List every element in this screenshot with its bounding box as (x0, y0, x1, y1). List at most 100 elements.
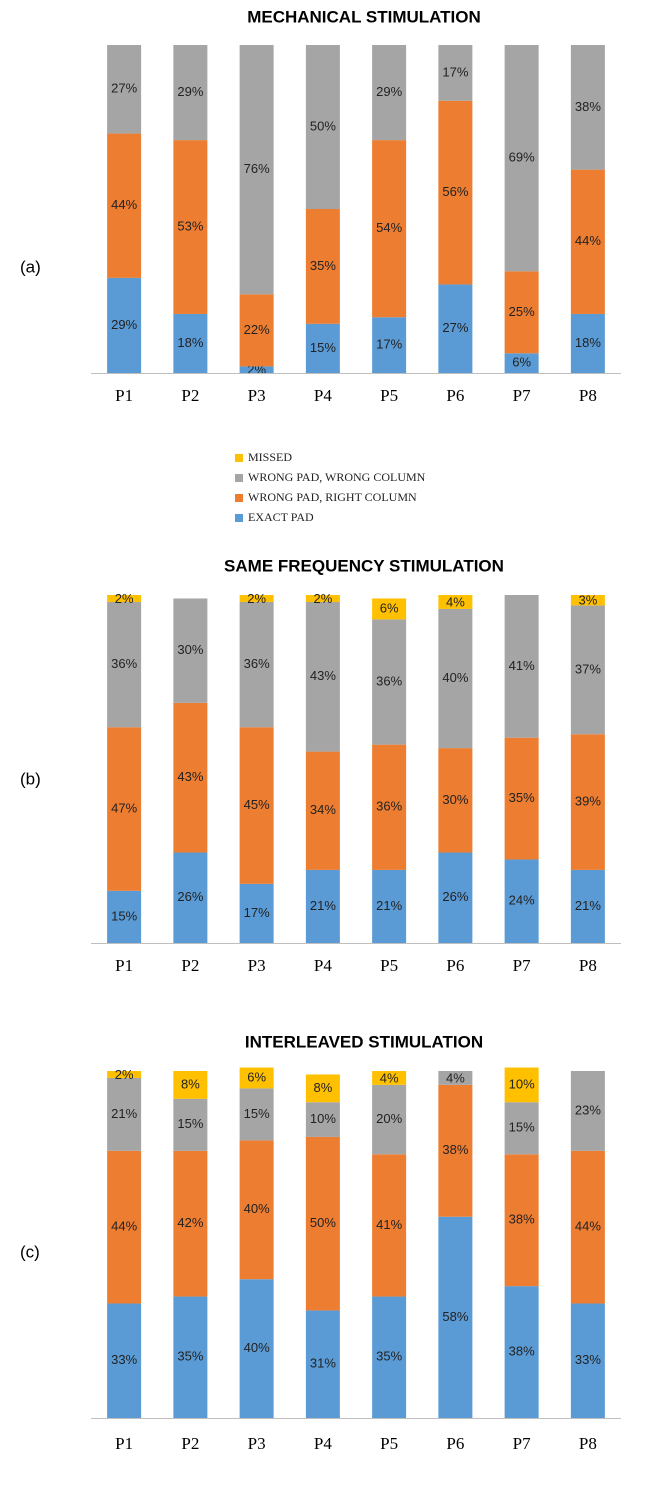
data-label: 8% (313, 1080, 332, 1095)
data-label: 22% (244, 322, 270, 337)
x-tick-label: P7 (513, 956, 531, 975)
bar-segment (570, 1150, 605, 1304)
bar-segment (570, 313, 605, 373)
data-label: 36% (376, 799, 402, 814)
data-label: 15% (310, 340, 336, 355)
data-label: 56% (442, 184, 468, 199)
data-label: 43% (310, 668, 336, 683)
data-label: 6% (247, 1069, 266, 1084)
bar-segment (504, 595, 539, 738)
legend-label: WRONG PAD, RIGHT COLUMN (248, 490, 417, 504)
data-label: 2% (115, 1067, 134, 1082)
x-tick-label: P5 (380, 1434, 398, 1453)
bar-segment (504, 859, 539, 943)
bar-segment (173, 1071, 208, 1099)
bar-segment (305, 595, 340, 602)
data-label: 54% (376, 220, 402, 235)
bar-segment (570, 605, 605, 735)
bar-segment (438, 852, 473, 943)
bar-segment (570, 595, 605, 606)
panel-label: (a) (20, 257, 41, 276)
bar-segment (173, 313, 208, 373)
chart-title: MECHANICAL STIMULATION (247, 7, 481, 26)
bar-segment (504, 1286, 539, 1418)
x-tick-label: P7 (513, 1434, 531, 1453)
x-tick-label: P6 (446, 386, 464, 405)
bar-segment (570, 869, 605, 943)
data-label: 38% (509, 1344, 535, 1359)
bar-segment (372, 140, 407, 318)
data-label: 40% (244, 1340, 270, 1355)
data-label: 25% (509, 304, 535, 319)
x-tick-label: P4 (314, 386, 332, 405)
bar-segment (570, 45, 605, 170)
x-tick-label: P2 (181, 1434, 199, 1453)
data-label: 8% (181, 1076, 200, 1091)
data-label: 38% (442, 1142, 468, 1157)
bar-segment (305, 869, 340, 943)
x-tick-label: P6 (446, 956, 464, 975)
bar-segment (504, 1154, 539, 1287)
data-label: 17% (244, 905, 270, 920)
x-tick-label: P4 (314, 1434, 332, 1453)
bar-segment (239, 883, 274, 943)
data-label: 40% (442, 670, 468, 685)
bar-segment (372, 1071, 407, 1085)
bar-segment (173, 140, 208, 314)
data-label: 29% (376, 84, 402, 99)
data-label: 4% (380, 1070, 399, 1085)
data-label: 2% (115, 591, 134, 606)
data-label: 24% (509, 893, 535, 908)
data-label: 21% (376, 898, 402, 913)
bar-segment (107, 890, 142, 943)
bar-segment (372, 45, 407, 141)
x-tick-label: P5 (380, 956, 398, 975)
data-label: 18% (177, 335, 203, 350)
data-label: 41% (509, 658, 535, 673)
legend-label: EXACT PAD (248, 510, 314, 524)
data-label: 41% (376, 1217, 402, 1232)
bar-segment (438, 1084, 473, 1217)
bar-segment (239, 1279, 274, 1418)
bar-segment (239, 366, 274, 373)
x-tick-label: P8 (579, 956, 597, 975)
data-label: 50% (310, 1215, 336, 1230)
data-label: 47% (111, 800, 137, 815)
data-label: 20% (376, 1111, 402, 1126)
bar-segment (305, 45, 340, 209)
panel-label: (c) (20, 1242, 40, 1261)
data-label: 15% (111, 908, 137, 923)
data-label: 21% (111, 1106, 137, 1121)
bar-segment (305, 1136, 340, 1311)
data-label: 2% (313, 591, 332, 606)
bar-segment (372, 1154, 407, 1297)
data-label: 2% (247, 591, 266, 606)
data-label: 15% (244, 1106, 270, 1121)
data-label: 35% (177, 1349, 203, 1364)
bar-segment (504, 737, 539, 860)
data-label: 31% (310, 1356, 336, 1371)
data-label: 43% (177, 769, 203, 784)
x-tick-label: P2 (181, 386, 199, 405)
bar-segment (372, 869, 407, 943)
bar-segment (438, 284, 473, 373)
data-label: 39% (575, 793, 601, 808)
data-label: 38% (575, 99, 601, 114)
legend-swatch (235, 494, 243, 502)
bar-segment (107, 1077, 142, 1151)
x-tick-label: P3 (248, 956, 266, 975)
x-tick-label: P1 (115, 956, 133, 975)
bar-segment (570, 1303, 605, 1418)
bar-segment (570, 734, 605, 870)
bar-segment (173, 852, 208, 943)
bar-segment (372, 598, 407, 620)
data-label: 26% (442, 889, 468, 904)
data-label: 21% (310, 898, 336, 913)
bar-segment (173, 1098, 208, 1151)
bar-segment (239, 294, 274, 367)
legend-swatch (235, 514, 243, 522)
chart-title: SAME FREQUENCY STIMULATION (224, 556, 504, 575)
x-tick-label: P8 (579, 1434, 597, 1453)
data-label: 35% (376, 1349, 402, 1364)
